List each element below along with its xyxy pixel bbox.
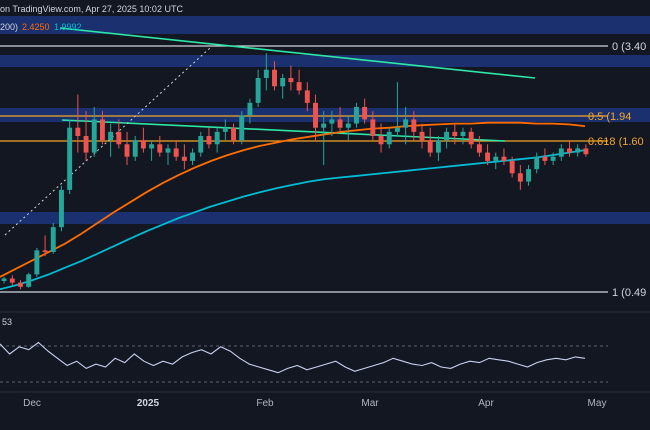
ma-legend-label: 200) — [0, 22, 18, 32]
candle-body[interactable] — [26, 274, 32, 287]
candle-body[interactable] — [9, 278, 15, 283]
candle-body[interactable] — [501, 156, 507, 161]
fib-0-label: 0 (3.40 — [612, 41, 646, 53]
candle-body[interactable] — [517, 173, 523, 182]
candle-body[interactable] — [386, 131, 392, 145]
candle-body[interactable] — [50, 227, 56, 252]
candle-body[interactable] — [181, 156, 187, 161]
candle-body[interactable] — [67, 127, 73, 190]
candle-body[interactable] — [190, 152, 196, 161]
candle-body[interactable] — [427, 140, 433, 153]
candle-body[interactable] — [485, 152, 491, 161]
candle-body[interactable] — [452, 131, 458, 136]
candle-body[interactable] — [263, 69, 269, 78]
x-tick-apr: Apr — [478, 398, 494, 409]
resistance-zone-top — [0, 16, 650, 34]
candle-body[interactable] — [59, 189, 64, 228]
candle-body[interactable] — [345, 123, 351, 128]
candle-body[interactable] — [509, 160, 515, 174]
fib-1-label: 1 (0.49 — [612, 287, 646, 299]
candle-body[interactable] — [42, 250, 48, 252]
candle-body[interactable] — [575, 148, 581, 153]
candle-body[interactable] — [534, 156, 540, 170]
candle-body[interactable] — [476, 144, 482, 153]
candle-body[interactable] — [460, 131, 466, 136]
candle-body[interactable] — [83, 136, 89, 153]
x-tick-2025: 2025 — [137, 398, 160, 409]
source-caption: on TradingView.com, Apr 27, 2025 10:02 U… — [0, 4, 183, 14]
candle-body[interactable] — [411, 119, 417, 132]
candle-body[interactable] — [583, 148, 589, 155]
rsi-label: 53 — [2, 317, 12, 327]
x-tick-may: May — [588, 398, 607, 409]
candle-body[interactable] — [149, 144, 155, 149]
candle-body[interactable] — [403, 119, 409, 128]
candle-body[interactable] — [370, 119, 376, 136]
candle-body[interactable] — [288, 78, 294, 83]
candle-body[interactable] — [18, 282, 23, 287]
candle-body[interactable] — [222, 127, 228, 132]
x-tick-feb: Feb — [256, 398, 274, 409]
candle-body[interactable] — [394, 127, 400, 132]
candle-body[interactable] — [329, 119, 335, 124]
candle-body[interactable] — [550, 156, 556, 161]
candle-body[interactable] — [272, 69, 277, 87]
upper-trendline[interactable] — [59, 27, 536, 79]
candle-body[interactable] — [567, 148, 572, 153]
candle-body[interactable] — [75, 127, 81, 136]
candle-body[interactable] — [34, 250, 40, 275]
ma-200-value: 1.9992 — [54, 22, 82, 32]
candle-body[interactable] — [493, 156, 499, 161]
candle-body[interactable] — [378, 136, 384, 145]
rsi-line[interactable] — [0, 341, 586, 374]
candle-body[interactable] — [444, 131, 450, 141]
fib-0618-label: 0.618 (1.60 — [588, 136, 644, 148]
candle-body[interactable] — [91, 119, 97, 153]
x-tick-dec: Dec — [23, 398, 41, 409]
support-zone — [0, 108, 650, 122]
resistance-zone-mid — [0, 55, 650, 67]
candle-body[interactable] — [116, 131, 122, 145]
candle-body[interactable] — [313, 102, 318, 128]
candle-body[interactable] — [124, 144, 130, 157]
candle-body[interactable] — [157, 144, 163, 153]
candle-body[interactable] — [1, 278, 7, 281]
candle-body[interactable] — [321, 123, 327, 128]
candle-body[interactable] — [140, 140, 146, 149]
lower-trendline[interactable] — [61, 119, 506, 142]
fib-05-label: 0.5 (1.94 — [588, 111, 631, 123]
candle-body[interactable] — [435, 140, 441, 153]
candle-body[interactable] — [558, 148, 564, 157]
x-tick-mar: Mar — [361, 398, 379, 409]
candle-body[interactable] — [255, 78, 261, 103]
support-zone-lower — [0, 212, 650, 224]
candle-body[interactable] — [165, 148, 171, 153]
candle-body[interactable] — [247, 102, 253, 116]
ma-100-value: 2.4250 — [22, 22, 50, 32]
candle-body[interactable] — [108, 131, 114, 141]
candle-body[interactable] — [296, 82, 302, 91]
candle-body[interactable] — [231, 127, 236, 141]
candle-body[interactable] — [214, 131, 220, 145]
candle-body[interactable] — [304, 90, 310, 103]
candle-body[interactable] — [132, 140, 138, 157]
candle-body[interactable] — [280, 78, 286, 87]
candle-body[interactable] — [99, 119, 105, 141]
candle-body[interactable] — [337, 119, 343, 128]
candle-body[interactable] — [198, 136, 204, 153]
candlestick-series[interactable] — [1, 53, 589, 290]
ma-100-line[interactable] — [0, 121, 586, 278]
candle-body[interactable] — [354, 107, 359, 124]
candle-body[interactable] — [173, 148, 179, 157]
candle-body[interactable] — [239, 115, 245, 141]
diagonal-dotted-line — [4, 47, 211, 236]
candle-body[interactable] — [468, 131, 474, 145]
candle-body[interactable] — [362, 107, 368, 120]
candle-body[interactable] — [419, 131, 425, 141]
candle-body[interactable] — [206, 136, 212, 145]
candle-body[interactable] — [542, 156, 548, 161]
candle-body[interactable] — [526, 169, 531, 182]
